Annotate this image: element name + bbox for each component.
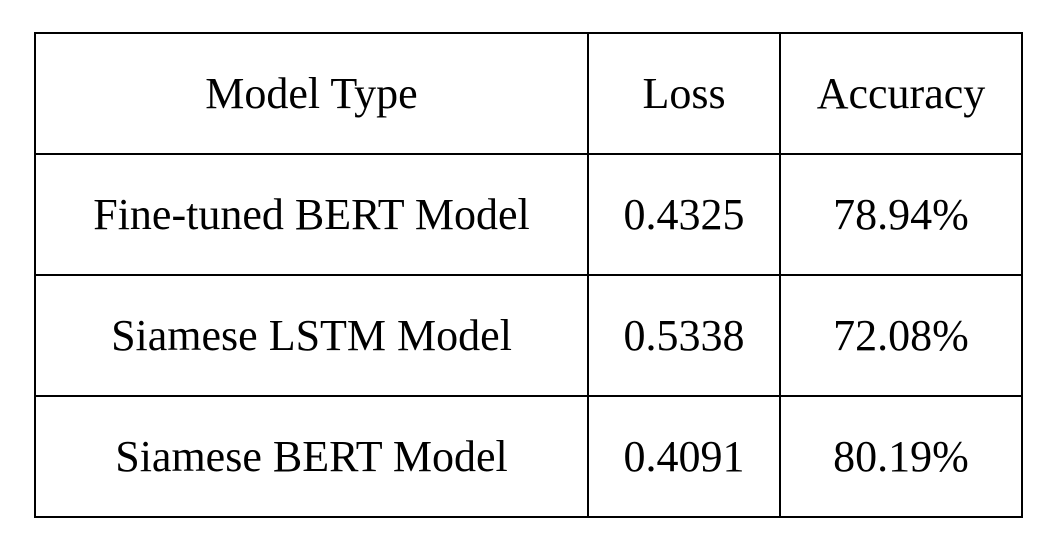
cell-accuracy: 80.19% bbox=[779, 395, 1023, 518]
table-row: Siamese BERT Model 0.4091 80.19% bbox=[34, 395, 1023, 518]
header-accuracy: Accuracy bbox=[779, 32, 1023, 155]
cell-model-type: Fine-tuned BERT Model bbox=[34, 153, 589, 276]
cell-model-type: Siamese BERT Model bbox=[34, 395, 589, 518]
cell-model-type: Siamese LSTM Model bbox=[34, 274, 589, 397]
cell-loss: 0.4091 bbox=[587, 395, 781, 518]
cell-accuracy: 78.94% bbox=[779, 153, 1023, 276]
table-row: Siamese LSTM Model 0.5338 72.08% bbox=[34, 274, 1023, 397]
table-row: Fine-tuned BERT Model 0.4325 78.94% bbox=[34, 153, 1023, 276]
table-header-row: Model Type Loss Accuracy bbox=[34, 32, 1023, 155]
cell-accuracy: 72.08% bbox=[779, 274, 1023, 397]
header-loss: Loss bbox=[587, 32, 781, 155]
cell-loss: 0.4325 bbox=[587, 153, 781, 276]
results-table: Model Type Loss Accuracy Fine-tuned BERT… bbox=[34, 32, 1023, 518]
header-model-type: Model Type bbox=[34, 32, 589, 155]
cell-loss: 0.5338 bbox=[587, 274, 781, 397]
